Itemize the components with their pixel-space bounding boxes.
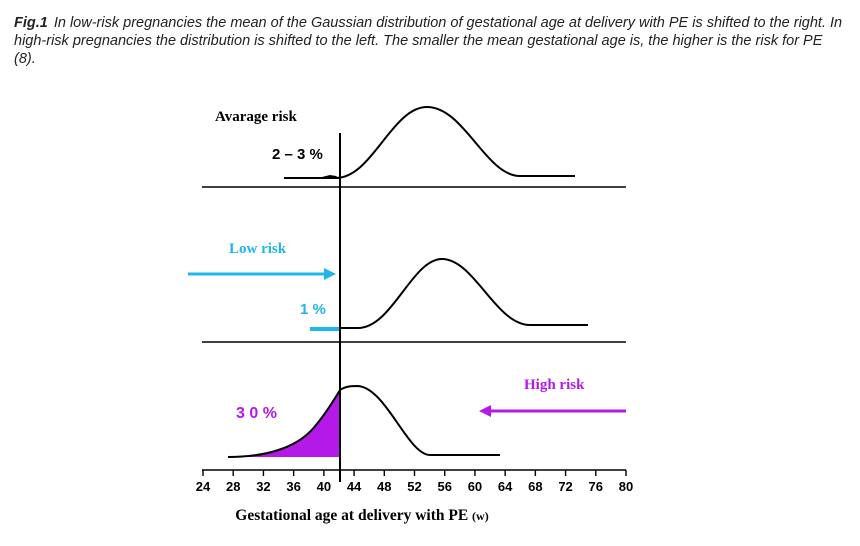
high-risk-label: High risk: [524, 377, 585, 393]
x-axis-tick-label: 72: [558, 479, 572, 494]
x-axis-tick-label: 76: [589, 479, 603, 494]
x-axis-tick-label: 32: [256, 479, 270, 494]
x-axis-tick-label: 60: [468, 479, 482, 494]
high-risk-tail-area: [228, 390, 340, 457]
x-axis-tick-label: 28: [226, 479, 240, 494]
x-axis-tick-label: 48: [377, 479, 391, 494]
x-axis-tick-label: 44: [347, 479, 362, 494]
high-risk-value: 3 0 %: [236, 405, 277, 422]
low-risk-label: Low risk: [229, 241, 287, 257]
x-axis-unit: (w): [472, 509, 489, 523]
high-risk-arrow-head: [479, 405, 491, 417]
x-axis-tick-label: 56: [437, 479, 451, 494]
x-axis-tick-label: 68: [528, 479, 542, 494]
average-risk-label: Avarage risk: [215, 109, 297, 125]
low-risk-curve: [340, 257, 588, 329]
x-axis-tick-label: 40: [317, 479, 331, 494]
x-axis-title: Gestational age at delivery with PE (w): [235, 507, 488, 524]
x-axis-ticks: 24 28 32 36 40 44 48 52 56 60 64 68 72 76 80: [196, 470, 633, 494]
figure-caption-text: In low-risk pregnancies the mean of the …: [14, 15, 843, 67]
x-axis-title-text: Gestational age at delivery with PE: [235, 507, 468, 524]
figure-caption: Fig.1 In low-risk pregnancies the mean of…: [14, 14, 844, 68]
average-risk-curve: [284, 105, 575, 179]
x-axis-tick-label: 64: [498, 479, 513, 494]
low-risk-value: 1 %: [300, 301, 326, 318]
average-risk-value: 2 – 3 %: [272, 146, 323, 163]
figure-label: Fig.1: [14, 15, 48, 31]
x-axis-tick-label: 80: [619, 479, 633, 494]
x-axis-tick-label: 52: [407, 479, 421, 494]
x-axis-tick-label: 24: [196, 479, 211, 494]
x-axis-tick-label: 36: [286, 479, 300, 494]
low-risk-arrow-head: [324, 268, 336, 280]
